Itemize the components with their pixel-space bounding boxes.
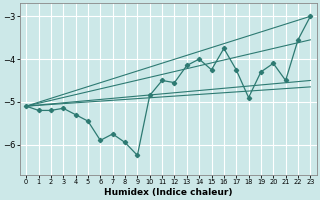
X-axis label: Humidex (Indice chaleur): Humidex (Indice chaleur) xyxy=(104,188,233,197)
